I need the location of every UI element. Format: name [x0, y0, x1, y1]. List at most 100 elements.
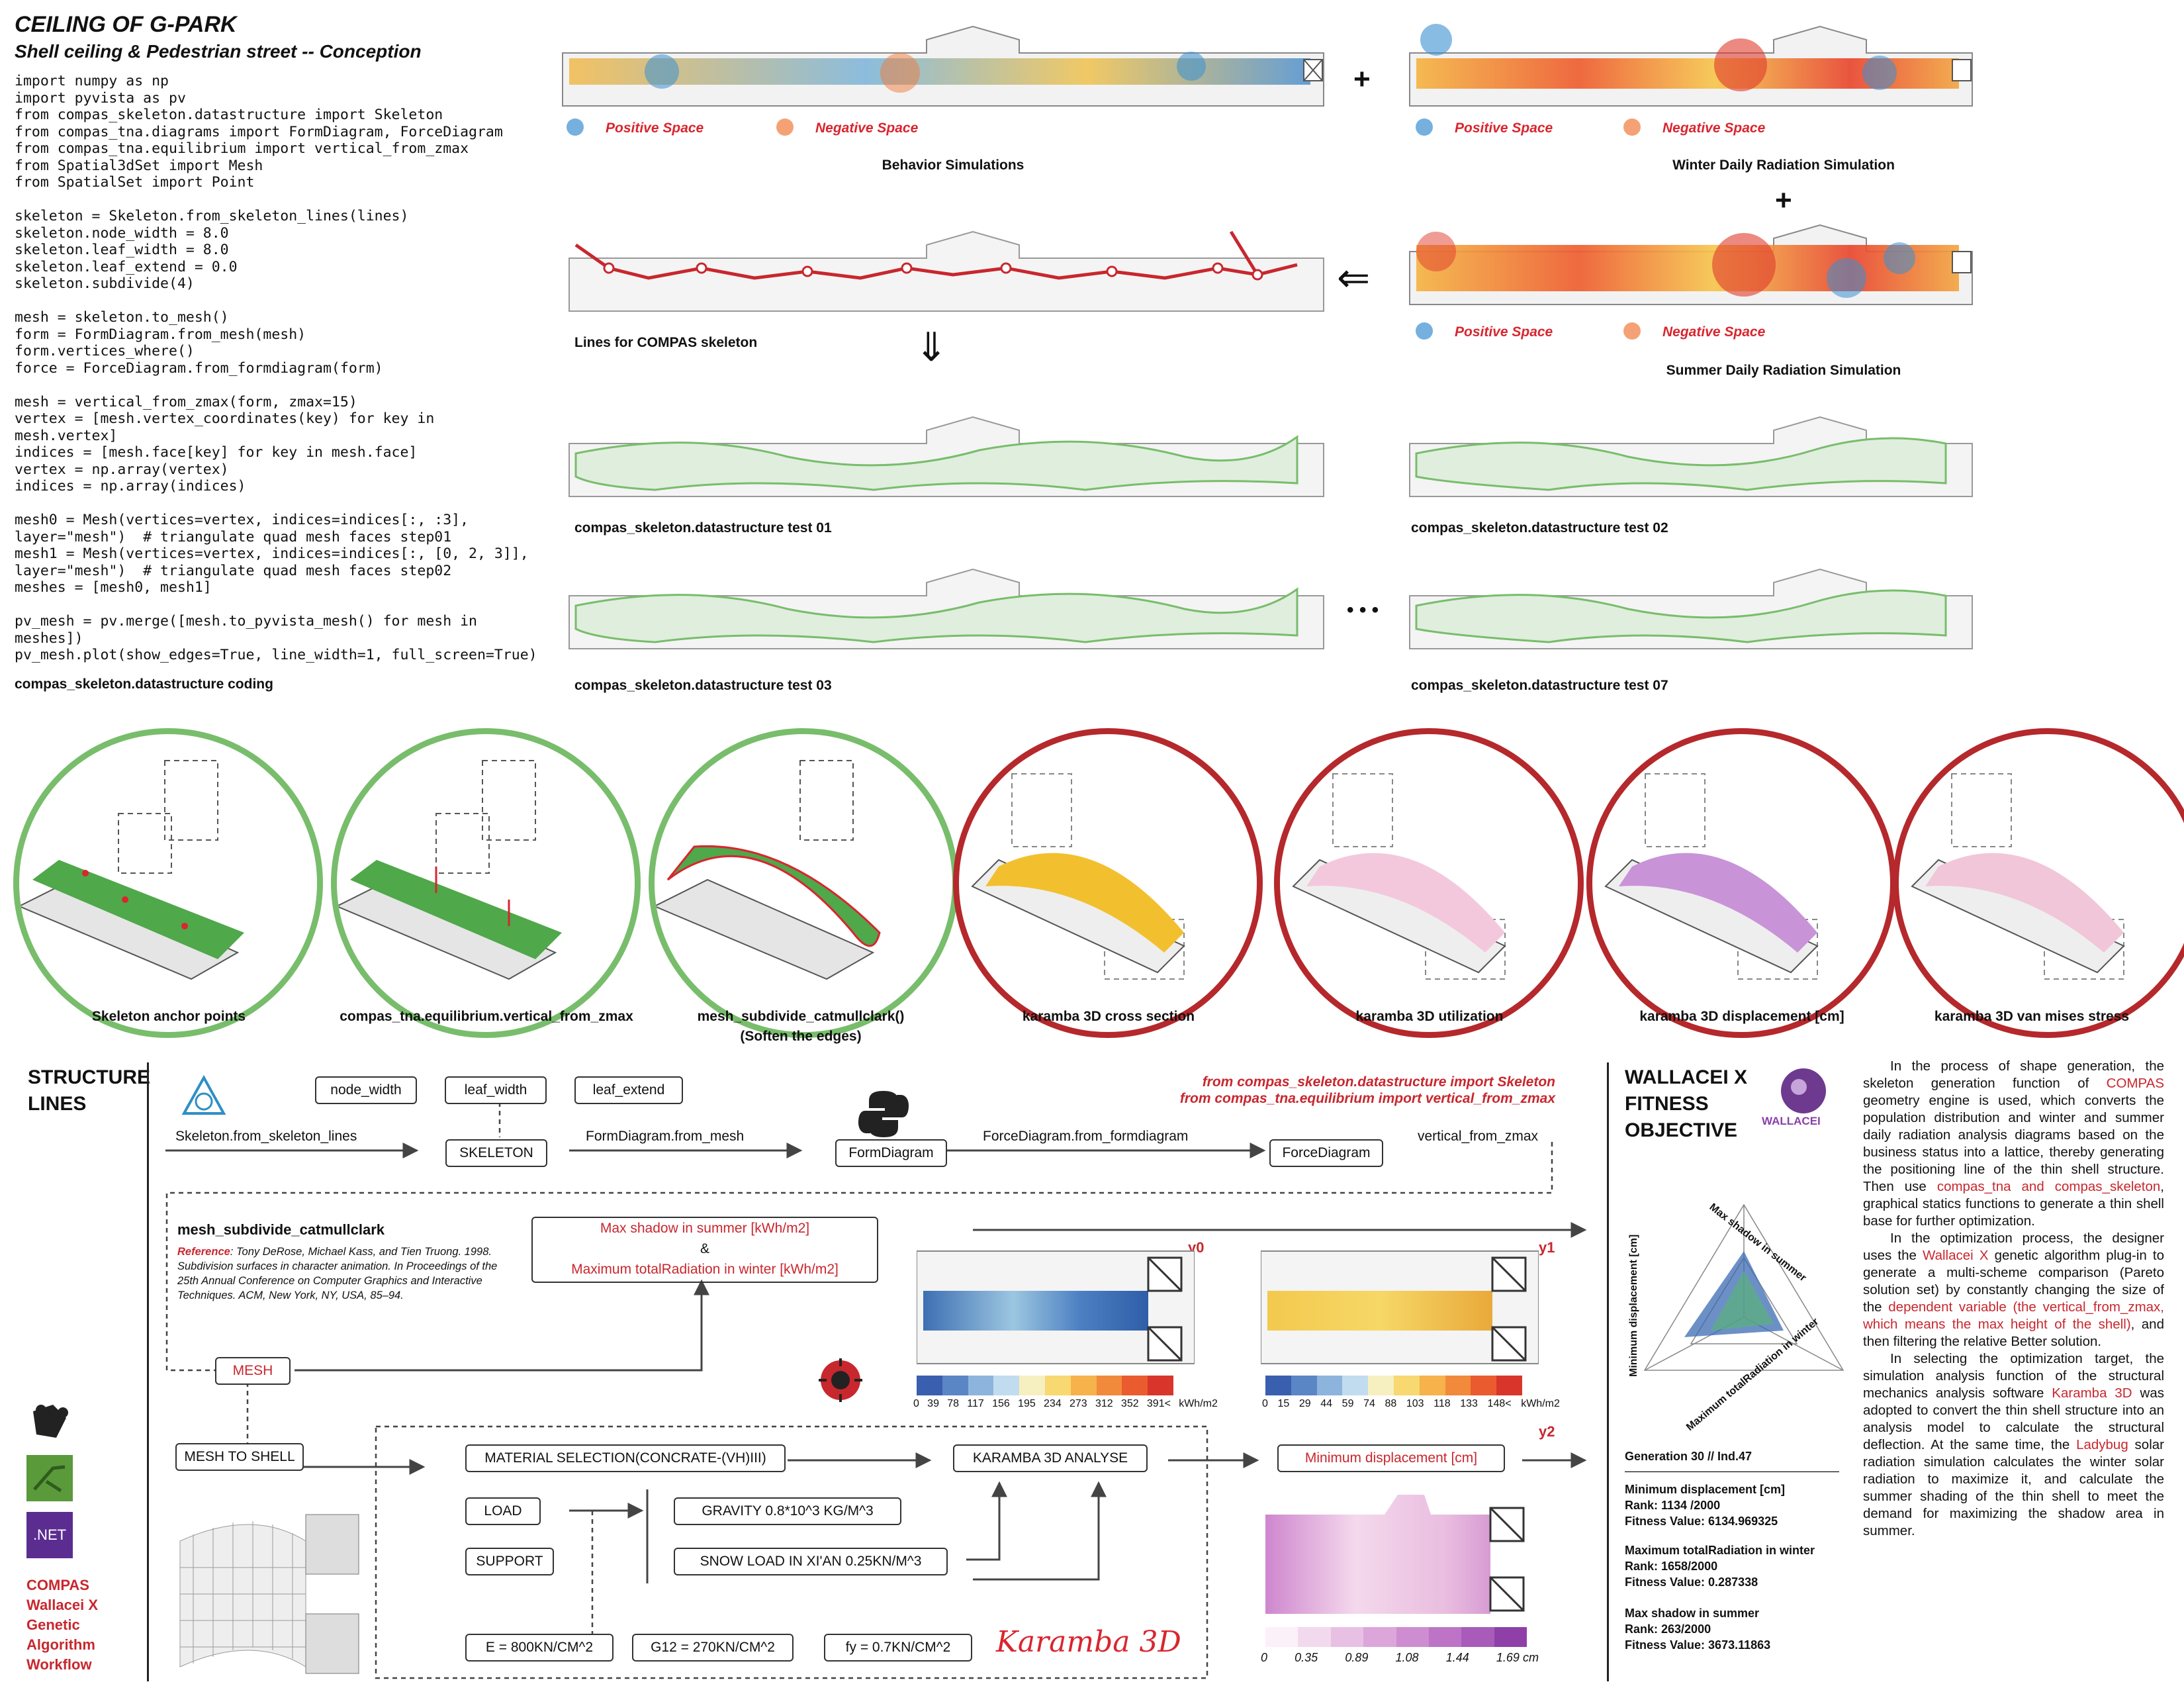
code-line: force = ForceDiagram.from_formdiagram(fo…: [15, 359, 383, 377]
python-logo-icon: [858, 1091, 909, 1137]
shell-test-01-plan: [569, 416, 1324, 497]
ellipsis: • • •: [1347, 599, 1379, 621]
caption-test07: compas_skeleton.datastructure test 07: [1411, 678, 1668, 693]
mesh-box: MESH: [215, 1357, 291, 1385]
code-line: skeleton.leaf_width = 8.0: [15, 242, 229, 258]
code-line: mesh1 = Mesh(vertices=vertex, indices=in…: [15, 545, 537, 579]
karamba-logo: Karamba 3D: [996, 1625, 1181, 1659]
code-line: vertex = [mesh.vertex_coordinates(key) f…: [15, 410, 443, 444]
circle-utilization: [1274, 728, 1584, 1038]
winter-plan: [1409, 24, 1973, 107]
shell-test-07-plan: [1409, 568, 1973, 649]
divider: [147, 1062, 149, 1681]
code-block: import numpy as np import pyvista as pv …: [15, 73, 537, 664]
arrow-down-icon: ⇓: [915, 325, 948, 369]
step-forcediagram: ForceDiagram.from_formdiagram: [983, 1129, 1189, 1144]
code-line: from compas_skeleton.datastructure impor…: [15, 107, 443, 123]
code-line: skeleton.subdivide(4): [15, 275, 195, 292]
wallacei-heading: WALLACEI X FITNESS OBJECTIVE: [1625, 1066, 1747, 1141]
code-line: skeleton = Skeleton.from_skeleton_lines(…: [15, 208, 409, 224]
load-box: LOAD: [465, 1497, 541, 1525]
legend-negative: Negative Space: [815, 120, 919, 136]
reference-text: Reference: Tony DeRose, Michael Kass, an…: [177, 1246, 498, 1301]
page-title: CEILING OF G-PARK: [15, 12, 237, 37]
positive-space-icon: [1416, 322, 1433, 340]
grasshopper-plugin-icon: [33, 1405, 68, 1438]
radar-axis-left: Minimum displacement [cm]: [1628, 1234, 1639, 1377]
circle-catmullclark: [649, 728, 958, 1038]
circle-displacement: [1586, 728, 1896, 1038]
radar-chart: [1643, 1203, 1844, 1371]
plus-sign: +: [1353, 63, 1371, 95]
step-formdiagram: FormDiagram.from_mesh: [586, 1129, 745, 1144]
circle-skeleton-anchor: [13, 728, 323, 1038]
heatmap-y1: [1261, 1250, 1539, 1364]
heatmap-y2: [1265, 1495, 1525, 1614]
code-line: vertex = np.array(vertex): [15, 461, 229, 478]
code-line: import pyvista as pv: [15, 89, 186, 107]
circle-label: mesh_subdivide_catmullclark(): [697, 1009, 905, 1024]
code-line: from Spatial3dSet import Mesh: [15, 157, 263, 174]
param-leaf-extend: leaf_extend: [574, 1076, 683, 1104]
label-y2: y2: [1539, 1423, 1555, 1440]
param-node-width: node_width: [315, 1076, 417, 1104]
code-line: mesh0 = Mesh(vertices=vertex, indices=in…: [15, 512, 477, 545]
param-fy-box: fy = 0.7KN/CM^2: [824, 1634, 972, 1662]
caption-lines: Lines for COMPAS skeleton: [574, 335, 758, 350]
wallacei-logo-text: WALLACEI: [1762, 1115, 1821, 1127]
code-caption: compas_skeleton.datastructure coding: [15, 677, 273, 692]
positive-space-icon: [1416, 118, 1433, 136]
caption-winter: Winter Daily Radiation Simulation: [1672, 158, 1895, 173]
scale-y2: [1265, 1627, 1527, 1647]
code-line: skeleton.node_width = 8.0: [15, 224, 229, 242]
shell-mesh-render: [173, 1501, 365, 1677]
snow-box: SNOW LOAD IN XI'AN 0.25KN/M^3: [674, 1548, 948, 1575]
gravity-box: GRAVITY 0.8*10^3 KG/M^3: [674, 1497, 901, 1525]
circle-label: karamba 3D cross section: [1022, 1009, 1195, 1024]
forcediagram-box: ForceDiagram: [1269, 1139, 1383, 1167]
page-subtitle: Shell ceiling & Pedestrian street -- Con…: [15, 41, 422, 62]
scale-y0: [917, 1376, 1173, 1395]
code-line: import numpy as np: [15, 73, 169, 89]
step-from-skeleton-lines: Skeleton.from_skeleton_lines: [175, 1129, 357, 1144]
scale-y1-ticks: 0 15 29 44 59 74 88 103 118 133 148< kWh/m2: [1262, 1398, 1560, 1409]
scale-y1: [1265, 1376, 1522, 1395]
dotnet-icon: .NET: [26, 1512, 73, 1558]
legend-positive: Positive Space: [606, 120, 704, 136]
fitness-block: Minimum displacement [cm] Rank: 1134 /200…: [1625, 1483, 1786, 1528]
import-notes: from compas_skeleton.datastructure impor…: [1179, 1074, 1555, 1106]
plus-sign: +: [1775, 184, 1792, 216]
caption-test03: compas_skeleton.datastructure test 03: [574, 678, 832, 693]
subdivide-title: mesh_subdivide_catmullclark: [177, 1221, 385, 1238]
negative-space-icon: [1623, 118, 1641, 136]
scale-y2-ticks: 0 0.35 0.89 1.08 1.44 1.69 cm: [1261, 1651, 1539, 1664]
behavior-plan: [562, 25, 1324, 107]
generation-divider: ——————————————————: [1625, 1464, 1839, 1477]
legend-positive: Positive Space: [1455, 120, 1553, 136]
mesh-to-shell-box: MESH TO SHELL: [175, 1443, 304, 1471]
legend-positive: Positive Space: [1455, 324, 1553, 340]
caption-test02: compas_skeleton.datastructure test 02: [1411, 520, 1668, 536]
legend-negative: Negative Space: [1662, 120, 1766, 136]
circle-vertical-from-zmax: [331, 728, 641, 1038]
objective-box: Max shadow in summer [kWh/m2] & Maximum to…: [531, 1217, 878, 1283]
code-line: meshes = [mesh0, mesh1]: [15, 579, 212, 596]
plan-diagrams: [562, 24, 1973, 649]
circle-cross-section: [953, 728, 1263, 1038]
circle-label: compas_tna.equilibrium.vertical_from_zma…: [340, 1009, 633, 1024]
code-line: form.vertices_where(): [15, 343, 195, 359]
code-line: indices = [mesh.face[key] for key in mes…: [15, 444, 418, 461]
wallacei-logo-icon: [1781, 1068, 1826, 1113]
param-e-box: E = 800KN/CM^2: [465, 1634, 614, 1662]
legend-negative: Negative Space: [1662, 324, 1766, 340]
grasshopper-icon: [26, 1455, 73, 1501]
code-line: skeleton.leaf_extend = 0.0: [15, 258, 238, 275]
code-line: mesh = skeleton.to_mesh(): [15, 309, 229, 326]
description-text: In the process of shape generation, the …: [1863, 1058, 2164, 1538]
circle-label: Skeleton anchor points: [91, 1009, 246, 1024]
divider: [1607, 1062, 1609, 1681]
generation-label: Generation 30 // Ind.47: [1625, 1450, 1752, 1463]
fitness-block: Maximum totalRadiation in winter Rank: 16…: [1625, 1544, 1815, 1589]
min-displacement-box: Minimum displacement [cm]: [1277, 1444, 1505, 1472]
